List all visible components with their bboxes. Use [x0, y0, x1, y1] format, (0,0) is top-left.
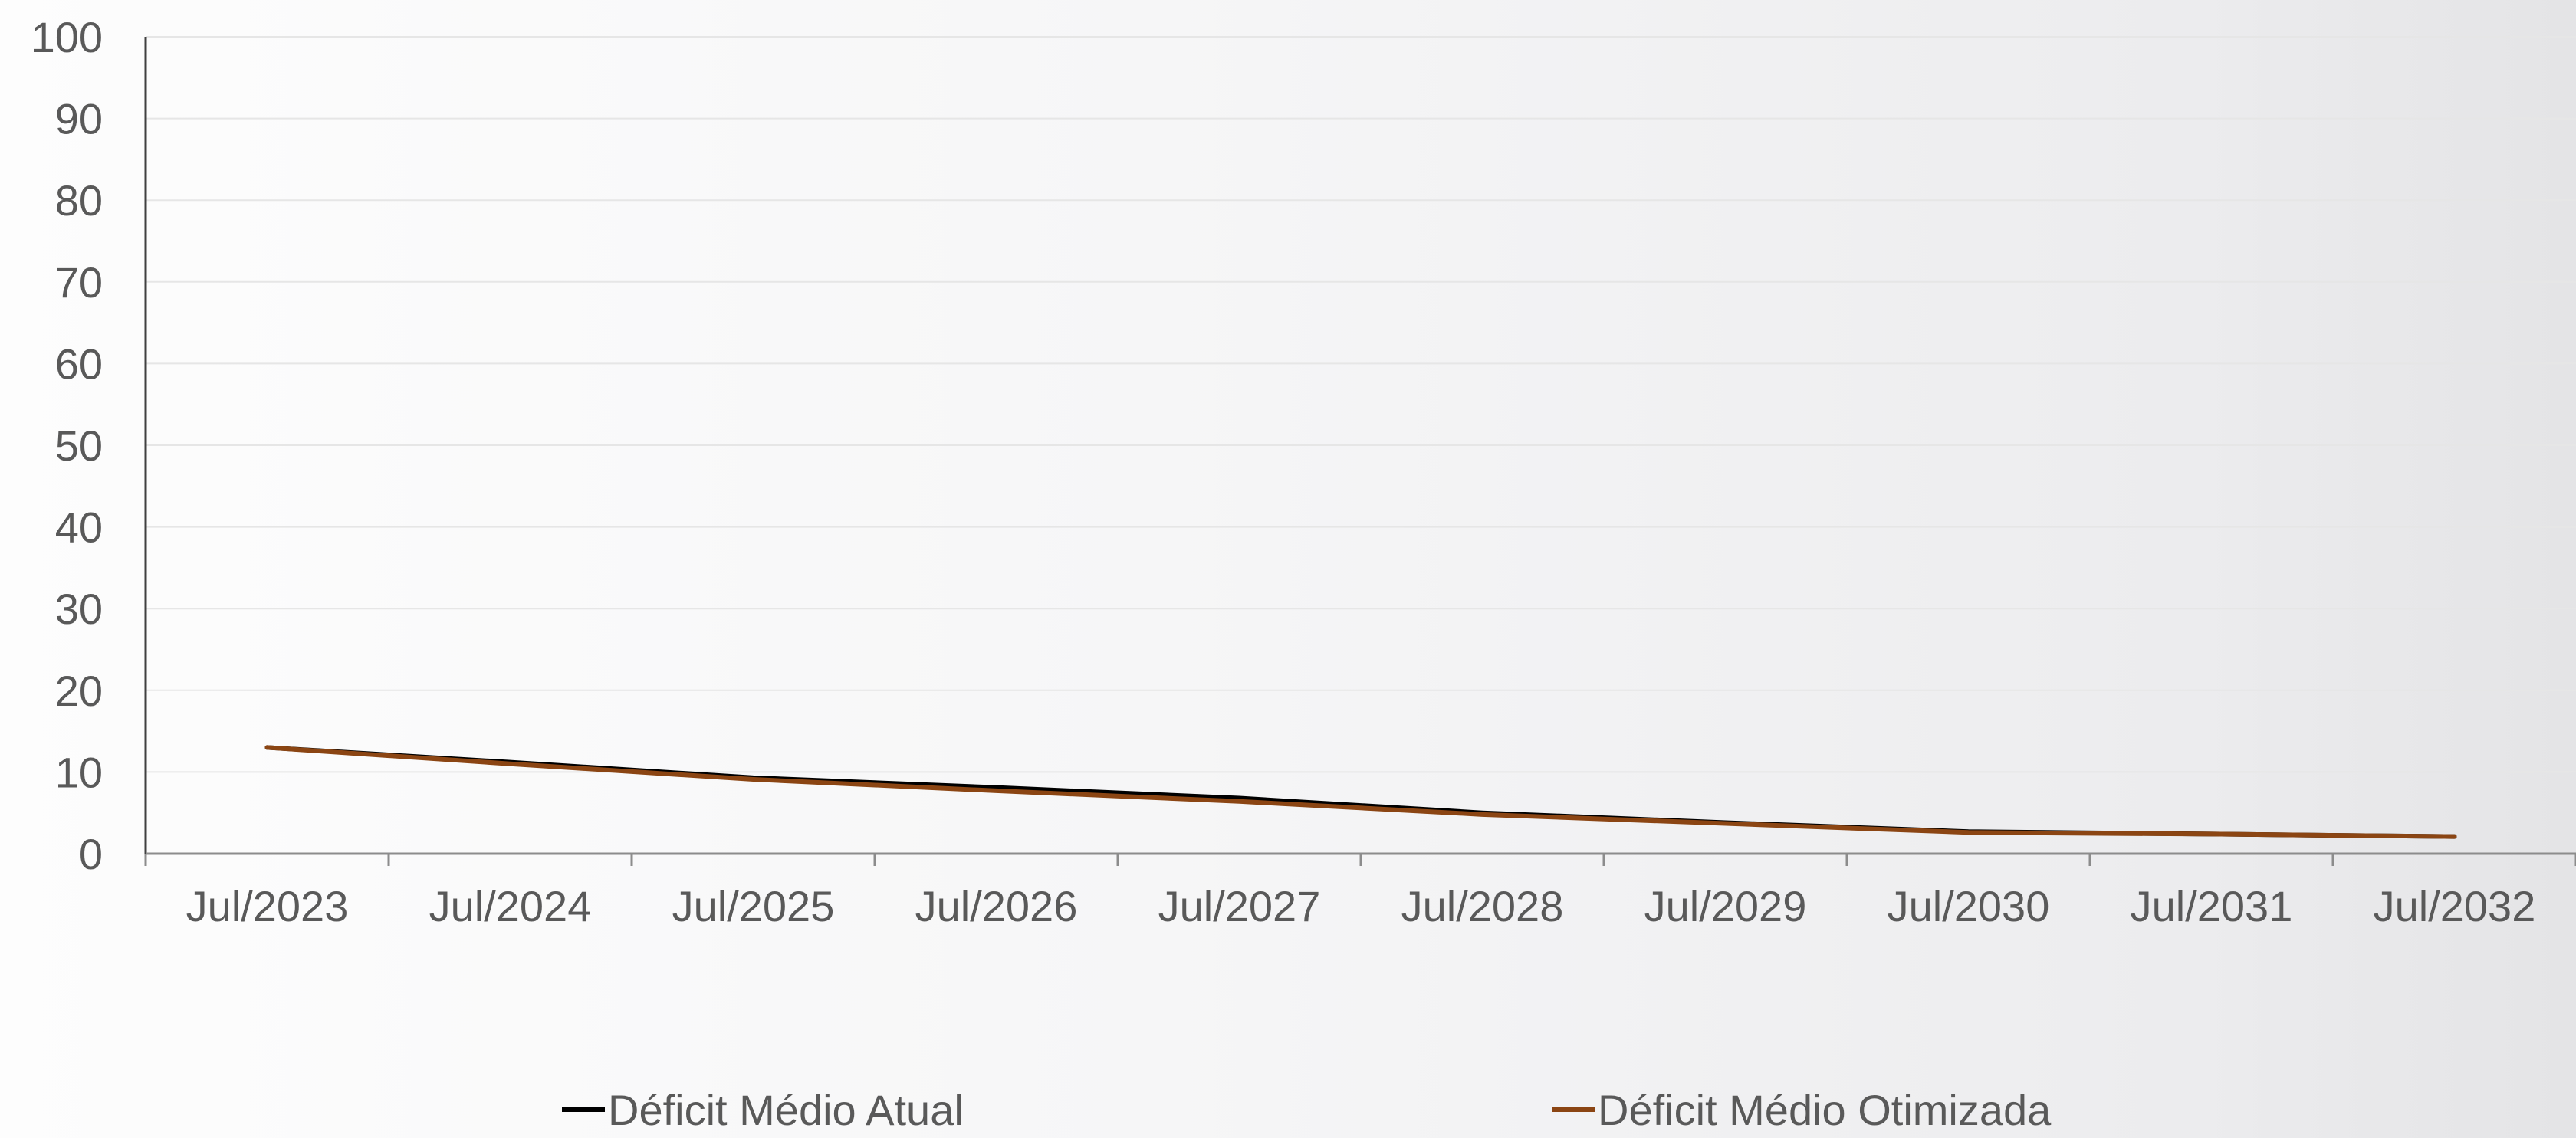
- legend-swatch-deficit-medio-otimizada: [1552, 1107, 1595, 1112]
- y-tick-label: 40: [55, 503, 103, 552]
- x-tick-label: Jul/2031: [2131, 882, 2293, 930]
- legend-item-deficit-medio-otimizada[interactable]: Déficit Médio Otimizada: [1552, 1085, 2052, 1134]
- y-tick-label: 60: [55, 339, 103, 388]
- series-lines: [264, 745, 2457, 839]
- x-tick-label: Jul/2032: [2374, 882, 2536, 930]
- x-tick-label: Jul/2025: [672, 882, 835, 930]
- x-tick-label: Jul/2028: [1401, 882, 1564, 930]
- gridlines: [146, 36, 2576, 773]
- y-tick-label: 70: [55, 258, 103, 307]
- x-tick-label: Jul/2030: [1888, 882, 2050, 930]
- y-tick-label: 80: [55, 176, 103, 225]
- legend-label-deficit-medio-otimizada: Déficit Médio Otimizada: [1598, 1085, 2052, 1134]
- legend-swatch-deficit-medio-atual: [562, 1107, 605, 1112]
- y-tick-label: 30: [55, 585, 103, 633]
- series-line-0: [264, 745, 2457, 839]
- legend: Déficit Médio Atual Déficit Médio Otimiz…: [0, 1085, 2576, 1134]
- series-line-1: [264, 745, 2457, 839]
- legend-item-deficit-medio-atual[interactable]: Déficit Médio Atual: [562, 1085, 964, 1134]
- y-tick-label: 0: [79, 830, 103, 878]
- legend-label-deficit-medio-atual: Déficit Médio Atual: [608, 1085, 964, 1134]
- x-tick-label: Jul/2027: [1158, 882, 1321, 930]
- y-tick-label: 100: [31, 13, 103, 61]
- y-axis-tick-labels: 0 10 20 30 40 50 60 70 80 90 100: [31, 13, 103, 878]
- y-tick-label: 90: [55, 95, 103, 143]
- x-axis-ticks: Jul/2023 Jul/2024 Jul/2025 Jul/2026 Jul/2027…: [144, 854, 2576, 930]
- x-tick-label: Jul/2026: [915, 882, 1078, 930]
- y-tick-label: 20: [55, 667, 103, 715]
- x-tick-label: Jul/2029: [1644, 882, 1807, 930]
- x-tick-label: Jul/2024: [429, 882, 592, 930]
- x-tick-label: Jul/2023: [186, 882, 349, 930]
- y-tick-label: 50: [55, 421, 103, 470]
- y-tick-label: 10: [55, 748, 103, 796]
